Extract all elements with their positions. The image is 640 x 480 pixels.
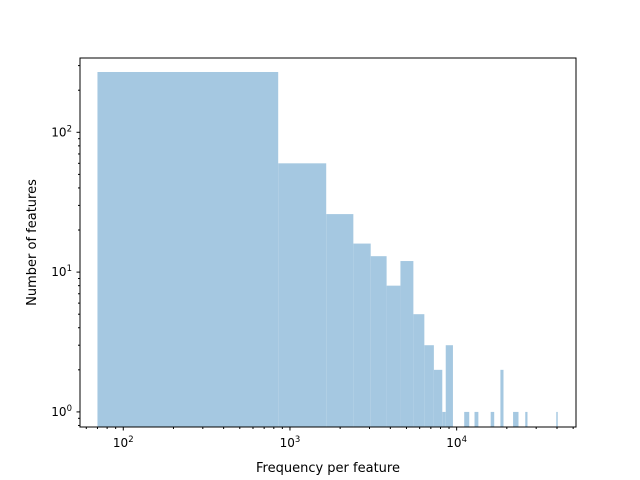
histogram-bar-8 <box>424 345 434 427</box>
histogram-bar-15 <box>500 369 504 427</box>
y-axis-ticks: 100 101 102 <box>51 65 80 426</box>
histogram-bar-2 <box>326 214 354 427</box>
histogram-bar-17 <box>525 411 528 427</box>
histogram-bar-7 <box>413 314 425 427</box>
histogram-bar-0 <box>97 71 279 427</box>
histogram-bar-13 <box>474 411 479 427</box>
histogram-bar-4 <box>370 256 387 427</box>
y-tick-label: 102 <box>51 124 72 139</box>
histogram-bar-1 <box>278 163 327 428</box>
x-tick-label: 104 <box>446 435 467 450</box>
y-tick-label: 101 <box>51 264 72 279</box>
histogram-bar-9 <box>433 369 443 427</box>
histogram-bar-16 <box>513 411 519 427</box>
histogram-bar-6 <box>400 261 414 427</box>
y-tick-label: 100 <box>51 404 72 419</box>
histogram-bar-14 <box>490 411 495 427</box>
histogram-bar-10 <box>442 411 446 427</box>
histogram-bar-18 <box>556 411 558 427</box>
y-axis-label: Number of features <box>25 179 40 306</box>
histogram-bar-5 <box>386 285 401 427</box>
x-tick-label: 102 <box>113 435 134 450</box>
x-tick-label: 103 <box>280 435 301 450</box>
plot-frame <box>79 57 577 428</box>
histogram-bar-11 <box>445 345 453 427</box>
histogram-bar-3 <box>353 243 371 427</box>
x-axis-ticks: 102 103 104 <box>85 427 574 450</box>
histogram-bar-12 <box>464 411 470 427</box>
histogram-bars <box>97 71 558 428</box>
x-axis-label: Frequency per feature <box>256 461 400 476</box>
